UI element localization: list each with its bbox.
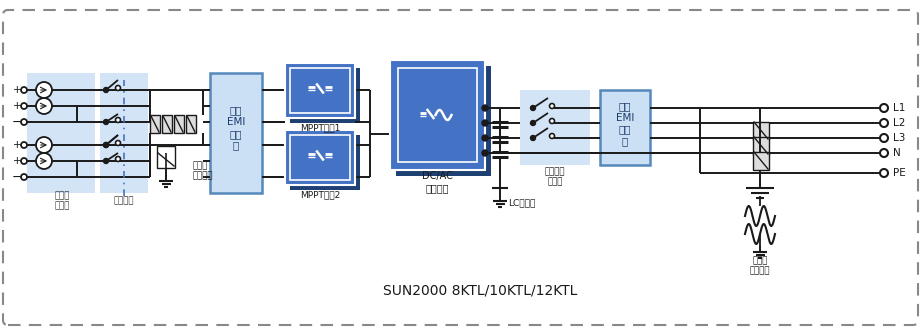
FancyBboxPatch shape	[290, 135, 360, 190]
Text: 输出隔离
继电器: 输出隔离 继电器	[545, 167, 565, 187]
Circle shape	[482, 150, 488, 156]
Circle shape	[482, 135, 488, 141]
Text: SUN2000 8KTL/10KTL/12KTL: SUN2000 8KTL/10KTL/12KTL	[383, 283, 578, 297]
FancyBboxPatch shape	[753, 122, 769, 140]
Text: +: +	[13, 156, 21, 166]
FancyBboxPatch shape	[753, 137, 769, 155]
Circle shape	[482, 105, 488, 111]
Text: 直流浪
涌保护器: 直流浪 涌保护器	[193, 161, 213, 181]
Text: L1: L1	[893, 103, 906, 113]
Circle shape	[116, 140, 120, 146]
Circle shape	[21, 103, 27, 109]
FancyBboxPatch shape	[100, 73, 148, 193]
Circle shape	[880, 119, 888, 127]
Circle shape	[550, 133, 554, 138]
Circle shape	[21, 119, 27, 125]
Text: 直流开关: 直流开关	[114, 196, 134, 206]
Text: +: +	[13, 140, 21, 150]
FancyBboxPatch shape	[600, 90, 650, 165]
Circle shape	[550, 104, 554, 109]
Circle shape	[103, 142, 108, 148]
Circle shape	[103, 119, 108, 125]
Circle shape	[116, 86, 120, 91]
Circle shape	[880, 134, 888, 142]
Text: L3: L3	[893, 133, 906, 143]
Circle shape	[21, 142, 27, 148]
FancyBboxPatch shape	[290, 68, 360, 123]
FancyBboxPatch shape	[150, 115, 160, 133]
Text: −: −	[12, 171, 22, 183]
FancyBboxPatch shape	[520, 90, 590, 165]
FancyBboxPatch shape	[27, 73, 95, 193]
Circle shape	[21, 158, 27, 164]
Circle shape	[36, 98, 52, 114]
FancyBboxPatch shape	[285, 130, 355, 185]
Text: N: N	[893, 148, 901, 158]
FancyBboxPatch shape	[174, 115, 184, 133]
Text: 输入
EMI
滤波
器: 输入 EMI 滤波 器	[226, 106, 245, 151]
Circle shape	[530, 135, 536, 140]
Circle shape	[880, 169, 888, 177]
FancyBboxPatch shape	[3, 10, 918, 325]
FancyBboxPatch shape	[162, 115, 172, 133]
Circle shape	[482, 120, 488, 126]
FancyBboxPatch shape	[186, 115, 196, 133]
Circle shape	[530, 106, 536, 111]
Circle shape	[880, 149, 888, 157]
Text: DC/AC
逆变电路: DC/AC 逆变电路	[422, 171, 453, 193]
Circle shape	[103, 142, 108, 148]
Circle shape	[36, 153, 52, 169]
Circle shape	[550, 118, 554, 124]
Circle shape	[103, 158, 108, 163]
FancyBboxPatch shape	[396, 66, 491, 176]
Circle shape	[116, 156, 120, 161]
Circle shape	[530, 120, 536, 126]
Circle shape	[103, 88, 108, 92]
Circle shape	[36, 82, 52, 98]
FancyBboxPatch shape	[157, 146, 175, 168]
Text: 交流浪
涌保护器: 交流浪 涌保护器	[749, 256, 771, 276]
Text: 输入电
流检测: 输入电 流检测	[55, 191, 69, 211]
Text: +: +	[13, 101, 21, 111]
FancyBboxPatch shape	[753, 152, 769, 170]
Text: L2: L2	[893, 118, 906, 128]
Text: LC滤波器: LC滤波器	[508, 198, 535, 208]
Text: 输出
EMI
滤波
器: 输出 EMI 滤波 器	[615, 101, 634, 146]
FancyBboxPatch shape	[210, 73, 262, 193]
Circle shape	[21, 87, 27, 93]
Circle shape	[116, 117, 120, 122]
Circle shape	[36, 137, 52, 153]
Text: −: −	[12, 115, 22, 129]
Circle shape	[21, 174, 27, 180]
FancyBboxPatch shape	[285, 63, 355, 118]
Circle shape	[880, 104, 888, 112]
FancyBboxPatch shape	[390, 60, 485, 170]
Text: +: +	[13, 85, 21, 95]
Text: MPPT电路2: MPPT电路2	[300, 191, 340, 199]
Text: PE: PE	[893, 168, 906, 178]
Text: MPPT电路1: MPPT电路1	[299, 124, 340, 133]
